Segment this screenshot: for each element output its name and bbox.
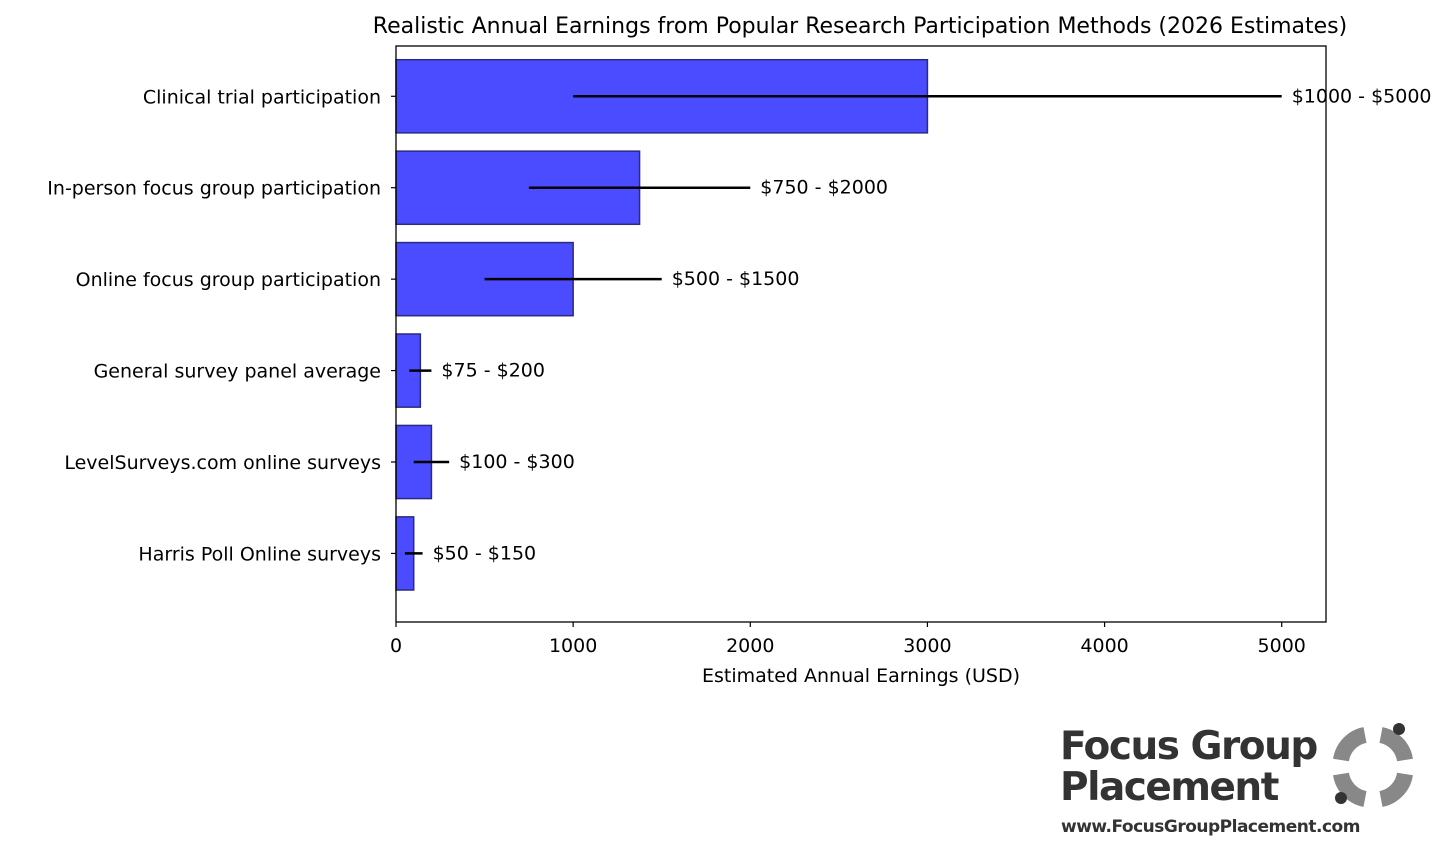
y-tick-label: Clinical trial participation: [143, 86, 381, 108]
x-tick-label: 2000: [726, 635, 774, 657]
x-tick-label: 0: [390, 635, 402, 657]
plot-area-frame: [395, 45, 1327, 623]
y-tick-label: Harris Poll Online surveys: [138, 543, 381, 565]
range-label: $500 - $1500: [672, 268, 800, 290]
x-tick-label: 4000: [1080, 635, 1128, 657]
logo-name-line2: Placement: [1060, 765, 1279, 810]
x-tick-label: 3000: [903, 635, 951, 657]
y-tick-label: In-person focus group participation: [47, 178, 381, 200]
bar-chart: Realistic Annual Earnings from Popular R…: [47, 14, 1432, 687]
y-tick-label: LevelSurveys.com online surveys: [64, 452, 381, 474]
range-label: $1000 - $5000: [1292, 85, 1432, 107]
logo-name: Focus Group Placement: [1060, 724, 1318, 810]
logo-url: www.FocusGroupPlacement.com: [1061, 817, 1360, 837]
chart-title: Realistic Annual Earnings from Popular R…: [373, 14, 1347, 39]
x-tick-label: 1000: [549, 635, 597, 657]
focus-group-placement-logo: Focus Group Placement www.FocusGroupPlac…: [1060, 722, 1420, 847]
logo-name-line1: Focus Group: [1060, 724, 1318, 769]
range-label: $100 - $300: [459, 451, 575, 473]
range-label: $75 - $200: [441, 360, 545, 382]
x-tick-label: 5000: [1258, 635, 1306, 657]
range-label: $50 - $150: [433, 542, 537, 564]
range-label: $750 - $2000: [760, 177, 888, 199]
y-tick-label: Online focus group participation: [76, 269, 381, 291]
x-axis-label: Estimated Annual Earnings (USD): [702, 665, 1020, 687]
y-tick-label: General survey panel average: [94, 361, 381, 383]
logo-ring-icon: [1333, 723, 1413, 807]
